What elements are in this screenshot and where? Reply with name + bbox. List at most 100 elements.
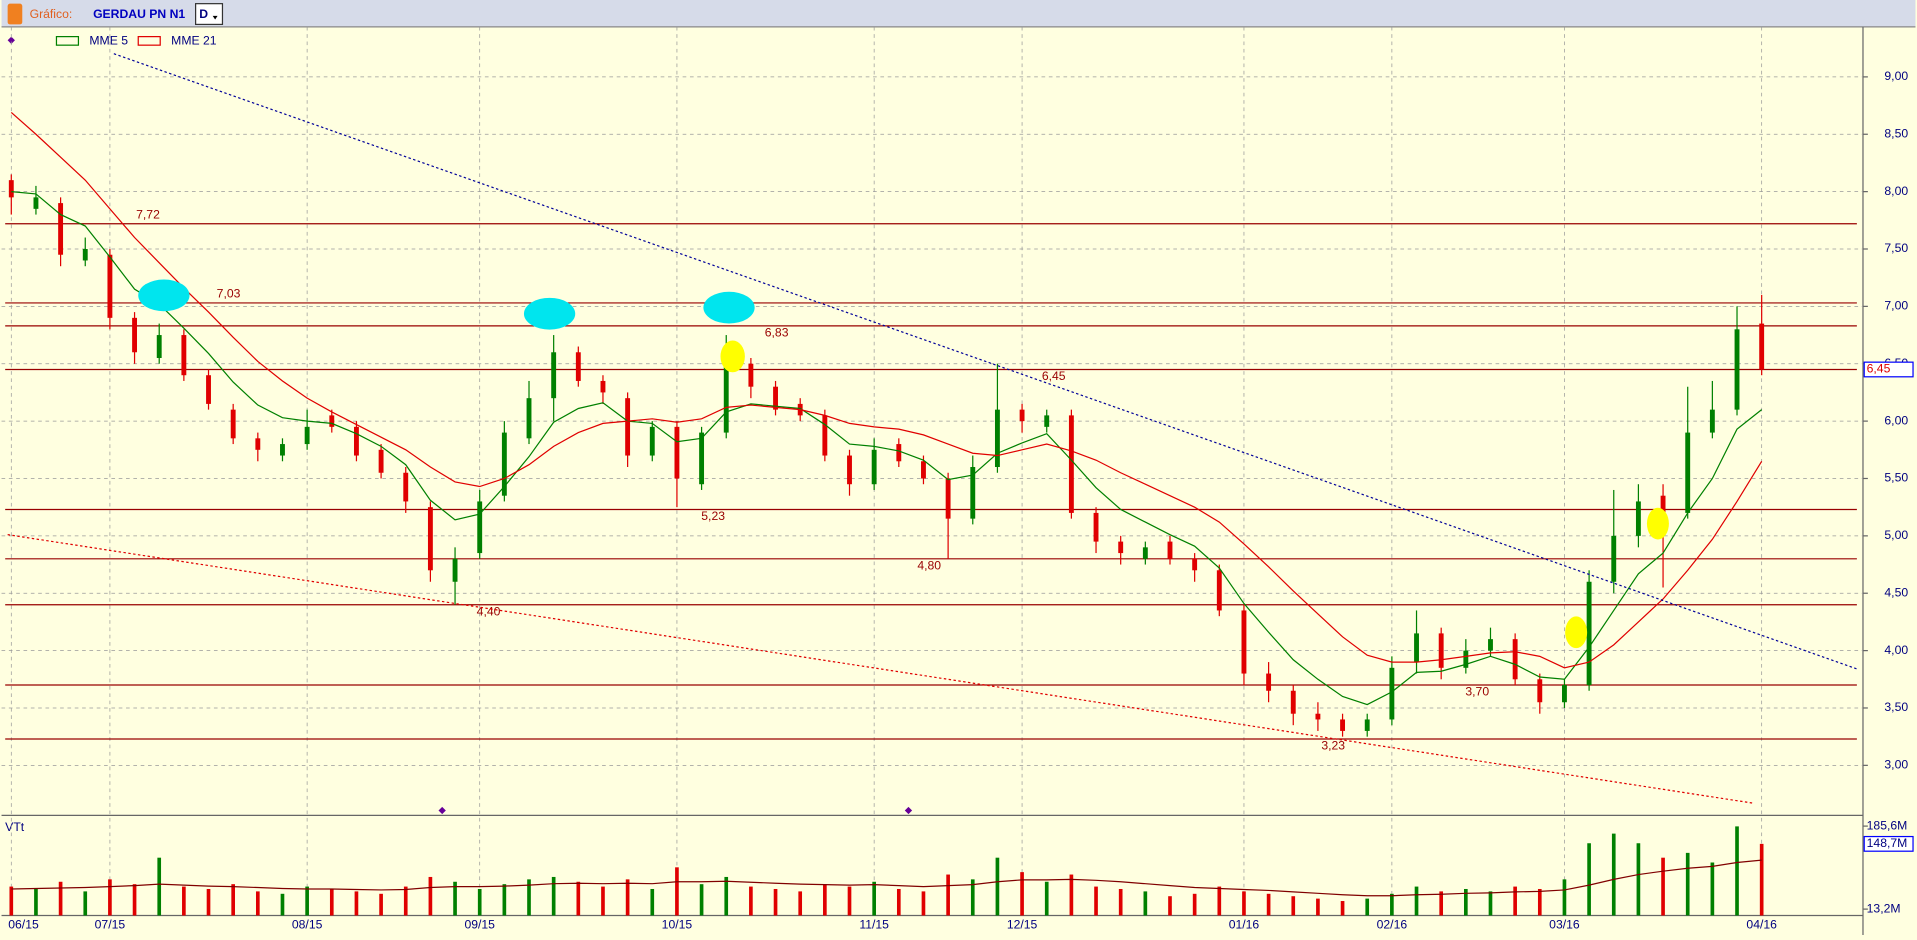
candle-body [1512, 639, 1518, 680]
y-tick-label: 9,00 [1884, 69, 1908, 83]
legend-label: MME 5 [89, 34, 128, 48]
plot: 3,003,504,004,505,005,506,006,507,007,50… [1, 26, 1914, 931]
candle-body [33, 197, 39, 209]
volume-bar [1735, 826, 1739, 916]
volume-bar [1661, 857, 1665, 916]
candle-body [1635, 501, 1641, 536]
volume-bar [1291, 896, 1296, 916]
highlight [703, 291, 755, 324]
volume-bar [551, 876, 556, 916]
candle-body [1340, 719, 1346, 731]
volume-bar [576, 881, 581, 916]
volume-bar [896, 888, 901, 916]
y-tick-label: 4,50 [1884, 585, 1908, 599]
symbol: GERDAU PN N1 [93, 7, 185, 21]
level-label: 7,03 [217, 287, 241, 301]
candle-body [1315, 713, 1321, 720]
candle-body [674, 426, 680, 479]
candle-body [526, 398, 532, 439]
candle-body [1167, 541, 1173, 559]
volume-bar [354, 891, 359, 916]
volume-bar [1118, 888, 1123, 916]
volume-bar [58, 881, 63, 916]
volume-bar [1168, 896, 1172, 916]
volume-bar [1562, 879, 1567, 916]
y-tick-label: 3,00 [1884, 758, 1908, 772]
volume-bar [1242, 891, 1246, 916]
volume-bar [1069, 874, 1074, 916]
price-box-label: 6,45 [1867, 362, 1891, 376]
candle-body [1216, 570, 1222, 611]
level-label: 5,23 [701, 509, 725, 523]
volume-bar [34, 888, 38, 916]
volume-bar [724, 876, 729, 916]
dropdown-arrow[interactable] [212, 15, 218, 20]
highlight [720, 340, 745, 373]
volume-bar [280, 893, 285, 916]
volume-bar [1316, 898, 1320, 916]
marker [904, 806, 913, 815]
logo [7, 3, 23, 25]
candle-body [452, 558, 458, 582]
candle-body [1068, 415, 1074, 513]
volume-bar [798, 891, 803, 916]
volume-bar [231, 884, 236, 916]
volume-bar [305, 886, 309, 916]
volume-bar [1636, 843, 1641, 916]
candle-body [1463, 650, 1469, 668]
x-tick-label: 06/15 [8, 917, 39, 931]
x-tick-label: 09/15 [464, 917, 495, 931]
volume-bar [1759, 843, 1764, 916]
legend-label: MME 21 [171, 34, 217, 48]
trend-line [113, 53, 1858, 670]
x-tick-label: 07/15 [95, 917, 126, 931]
candle-body [1562, 685, 1567, 703]
volume-bar [1464, 888, 1468, 916]
candle-body [945, 478, 951, 519]
volume-bar [9, 886, 14, 916]
volume-bar [1414, 886, 1419, 916]
candle-body [773, 386, 778, 410]
candle-body [255, 438, 261, 450]
volume-bar [847, 886, 852, 916]
y-tick-label: 185,6M [1867, 818, 1908, 832]
x-tick-label: 02/16 [1377, 917, 1408, 931]
candle-body [1192, 558, 1198, 571]
candle-body [1019, 409, 1025, 422]
candle-body [1290, 690, 1296, 714]
trend-line [7, 534, 1754, 804]
y-tick-label: 4,00 [1884, 643, 1908, 657]
volume-bar [601, 886, 605, 916]
candle-body [1685, 432, 1691, 513]
volume-bar [1020, 872, 1024, 916]
candle-body [403, 472, 409, 502]
volume-bar [428, 876, 433, 916]
candle-body [501, 432, 507, 496]
volume-bar [1044, 881, 1049, 916]
volume-bar [946, 874, 950, 916]
volume-bar [527, 879, 531, 916]
volume-bar [675, 867, 679, 916]
price-box [1863, 361, 1914, 378]
volume-bar [749, 886, 753, 916]
candle-body [1438, 633, 1444, 668]
volume-bar [477, 888, 482, 916]
volume-bar [1710, 862, 1715, 916]
candle-body [699, 432, 705, 485]
candle-body [378, 449, 384, 473]
ema-line [11, 191, 1763, 706]
volume-average [11, 859, 1762, 897]
period[interactable]: D [199, 7, 208, 21]
x-tick-label: 04/16 [1746, 917, 1777, 931]
y-tick-label: 8,50 [1884, 126, 1908, 140]
x-tick-label: 11/15 [859, 917, 889, 931]
candle-body [1389, 667, 1395, 720]
period-select[interactable] [194, 3, 224, 26]
volume-bar [83, 891, 88, 916]
volume-bar [1266, 893, 1271, 916]
candle-body [329, 415, 335, 427]
annotations [7, 53, 1858, 815]
volume-bar [625, 879, 630, 916]
level-label: 6,83 [765, 325, 789, 339]
volume-bar [329, 888, 334, 916]
